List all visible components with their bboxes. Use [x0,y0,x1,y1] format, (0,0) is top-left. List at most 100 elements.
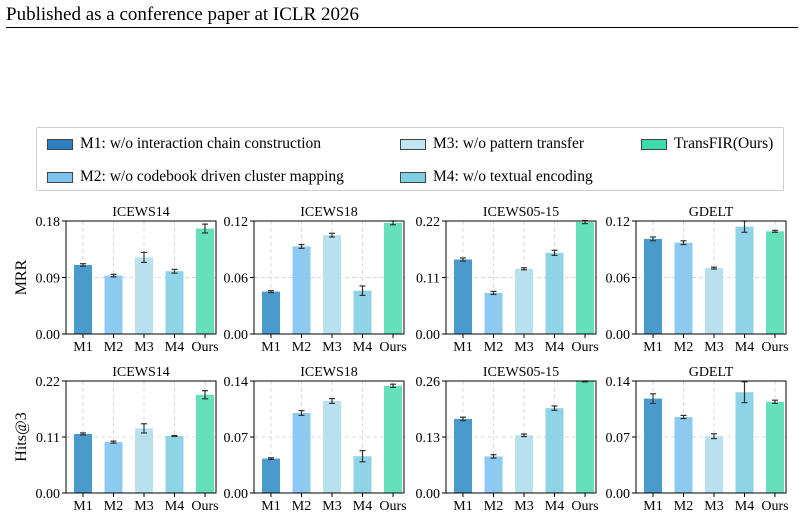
chart4-bar-m1 [644,238,662,334]
chart7-bar-m2 [484,456,503,493]
chart6-ytick-label: 0.14 [224,375,249,390]
legend-label-m3: M3: w/o pattern transfer [433,135,585,152]
chart3-bar-m3 [515,268,533,334]
chart6-ytick-label: 0.00 [224,487,249,502]
chart2-ytick-label: 0.06 [224,272,249,287]
chart5-xtick-label: Ours [191,499,218,513]
chart7-xtick-label: M2 [484,499,503,513]
chart7-xtick-label: M3 [514,499,533,513]
chart5-ytick-label: 0.22 [36,375,61,390]
chart2-ytick-label: 0.00 [224,328,249,343]
chart7-xtick-label: Ours [571,499,598,513]
chart8-xtick-label: M2 [674,499,693,513]
chart8-ytick-label: 0.07 [606,431,631,446]
chart7-bar-ours [576,381,594,493]
chart6-bar-m2 [292,413,311,493]
chart6-frame [253,380,405,494]
chart8-frame [635,380,787,494]
chart8-bar-m3 [705,436,723,493]
chart3-ytick-label: 0.11 [416,272,440,287]
chart3-bar-ours [576,222,594,334]
chart2-title: ICEWS18 [300,205,358,220]
chart4-frame [635,220,787,335]
chart1-ytick-label: 0.00 [36,328,61,343]
chart7-ytick-label: 0.00 [416,487,441,502]
chart1-xtick-label: Ours [191,340,218,355]
chart2-bar-ours [384,222,402,334]
chart4-ytick-label: 0.00 [606,328,631,343]
legend-item-m4: M4: w/o textual encoding [400,168,593,186]
chart4-bar-m2 [674,242,693,334]
chart7-bar-m3 [515,435,533,493]
chart3-frame [445,220,597,335]
chart2-bar-m4 [353,290,372,334]
chart5-bar-m4 [165,435,184,493]
chart3-ytick-label: 0.22 [416,215,441,230]
chart8-title: GDELT [689,365,734,380]
chart1-bar-m3 [135,257,153,334]
chart5-frame [65,380,217,494]
chart3-xtick-label: Ours [571,340,598,355]
chart8-bar-m4 [735,392,754,493]
chart6-bar-ours [384,385,402,493]
chart4-xtick-label: M4 [735,340,754,355]
chart1-xtick-label: M4 [165,340,184,355]
chart4-ytick-label: 0.06 [606,272,631,287]
chart7-bar-m1 [454,418,472,493]
legend-swatch-ours [641,138,667,150]
chart5-bar-m3 [135,428,153,493]
chart3-bar-m4 [545,252,564,334]
chart4-title: GDELT [689,205,734,220]
chart3-xtick-label: M3 [514,340,533,355]
legend-label-ours: TransFIR(Ours) [674,135,774,152]
chart1-ylabel: MRR [13,259,30,295]
chart8-bar-ours [766,401,784,493]
chart3-bar-m2 [484,292,503,334]
chart5-bar-m2 [104,442,123,493]
chart6-xtick-label: M1 [261,499,280,513]
chart8-ytick-label: 0.14 [606,375,631,390]
chart2-bar-m1 [262,291,280,334]
chart6-title: ICEWS18 [300,365,358,380]
chart2-bar-m3 [323,235,341,334]
legend-swatch-m1 [47,138,73,150]
chart6-xtick-label: M4 [353,499,372,513]
page-header: Published as a conference paper at ICLR … [6,4,359,25]
chart3-bar-m1 [454,259,472,334]
chart7-ytick-label: 0.26 [416,375,441,390]
chart5-ylabel: Hits@3 [13,412,30,461]
chart7-bar-m4 [545,408,564,493]
chart8-ytick-label: 0.00 [606,487,631,502]
chart1-xtick-label: M1 [73,340,92,355]
chart5-xtick-label: M1 [73,499,92,513]
chart7-frame [445,380,597,494]
chart6-bar-m4 [353,456,372,493]
legend-label-m1: M1: w/o interaction chain construction [80,135,322,152]
chart2-xtick-label: M4 [353,340,372,355]
chart6-bar-m1 [262,458,280,493]
chart1-xtick-label: M2 [104,340,123,355]
chart5-xtick-label: M4 [165,499,184,513]
chart5-bar-ours [196,394,214,493]
chart7-ytick-label: 0.13 [416,431,441,446]
legend-swatch-m3 [400,138,426,150]
chart4-xtick-label: M2 [674,340,693,355]
legend-swatch-m4 [400,171,426,183]
chart6-xtick-label: M3 [322,499,341,513]
legend-item-ours: TransFIR(Ours) [641,135,773,153]
chart6-xtick-label: Ours [379,499,406,513]
chart2-bar-m2 [292,246,311,334]
chart1-ytick-label: 0.09 [36,272,61,287]
chart4-bar-m3 [705,268,723,334]
chart1-title: ICEWS14 [112,205,170,220]
chart4-xtick-label: Ours [761,340,788,355]
legend-label-m4: M4: w/o textual encoding [433,168,593,185]
chart6-bar-m3 [323,401,341,493]
chart4-ytick-label: 0.12 [606,215,631,230]
chart5-bar-m1 [74,433,92,493]
chart4-bar-m4 [735,226,754,334]
legend-item-m2: M2: w/o codebook driven cluster mapping [47,168,344,186]
legend: M1: w/o interaction chain construction M… [36,127,784,191]
legend-item-m1: M1: w/o interaction chain construction [47,135,321,153]
